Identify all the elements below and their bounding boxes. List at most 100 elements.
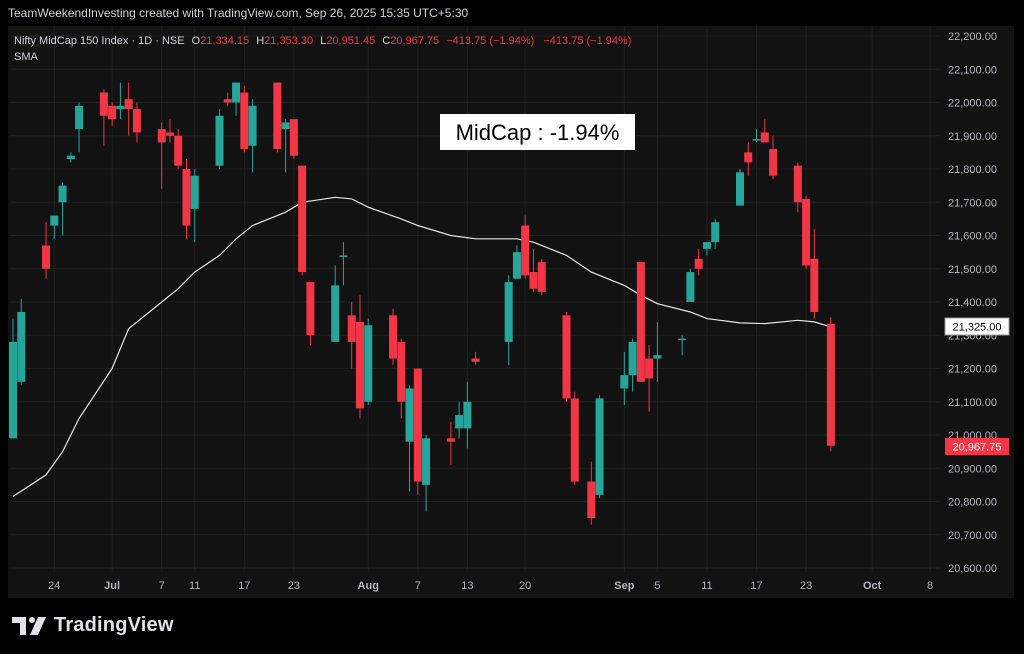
candle[interactable] — [793, 162, 802, 213]
candle[interactable] — [422, 435, 431, 512]
candle[interactable] — [306, 282, 315, 346]
candle-body — [562, 315, 571, 399]
legend: Nifty MidCap 150 Index · 1D · NSE O21,33… — [14, 35, 631, 63]
candle[interactable] — [364, 318, 373, 406]
candle[interactable] — [42, 222, 51, 279]
candle[interactable] — [66, 152, 75, 163]
candle-body — [17, 311, 26, 382]
candle[interactable] — [620, 351, 629, 406]
candle[interactable] — [711, 218, 720, 249]
candle[interactable] — [471, 351, 480, 366]
candle-body — [248, 105, 257, 146]
candle-body — [364, 325, 373, 402]
candle[interactable] — [165, 119, 174, 143]
candle[interactable] — [248, 99, 257, 173]
candle-body — [223, 99, 232, 103]
candle-body — [760, 132, 769, 143]
candle[interactable] — [810, 228, 819, 319]
candle-body — [702, 242, 711, 249]
candle-body — [108, 105, 117, 120]
candle-body — [298, 165, 307, 273]
candle[interactable] — [694, 248, 703, 276]
candle[interactable] — [405, 385, 414, 492]
candle[interactable] — [413, 368, 422, 495]
candle[interactable] — [240, 85, 249, 153]
candle[interactable] — [686, 268, 695, 302]
candle[interactable] — [397, 338, 406, 419]
candle[interactable] — [504, 275, 513, 366]
candle[interactable] — [50, 215, 59, 239]
candle[interactable] — [521, 215, 530, 279]
candle[interactable] — [58, 182, 67, 236]
candle-body — [174, 135, 183, 166]
candle[interactable] — [636, 262, 645, 382]
tradingview-logo[interactable]: TradingView — [12, 614, 174, 637]
candle[interactable] — [735, 169, 744, 206]
candle[interactable] — [124, 82, 133, 136]
candle[interactable] — [182, 159, 191, 239]
candle[interactable] — [744, 142, 753, 176]
annotation-box[interactable]: MidCap : -1.94% — [440, 114, 635, 150]
candle-body — [744, 152, 753, 163]
candle[interactable] — [347, 302, 356, 369]
x-tick-label: 11 — [189, 580, 200, 592]
candle[interactable] — [570, 391, 579, 485]
candle[interactable] — [273, 82, 282, 153]
candle[interactable] — [298, 165, 307, 276]
candle[interactable] — [190, 169, 199, 243]
candle[interactable] — [99, 89, 108, 146]
y-tick-label: 22,200.00 — [948, 31, 997, 43]
chart-pane[interactable]: 22,200.00 22,100.00 22,000.00 21,900.00 21,8… — [8, 26, 1014, 598]
candle[interactable] — [75, 102, 84, 153]
candle[interactable] — [512, 245, 521, 279]
candle[interactable] — [653, 321, 662, 382]
candle[interactable] — [389, 308, 398, 366]
candle[interactable] — [562, 311, 571, 402]
candle[interactable] — [289, 119, 298, 160]
candle[interactable] — [826, 317, 835, 452]
candle[interactable] — [702, 242, 711, 256]
candle[interactable] — [9, 318, 17, 439]
candle-body — [165, 132, 174, 136]
y-tick-label: 21,700.00 — [948, 197, 997, 209]
candle-body — [686, 272, 695, 302]
x-tick-label: Aug — [358, 580, 379, 592]
candle[interactable] — [455, 401, 464, 439]
legend-symbol: Nifty MidCap 150 Index · 1D · NSE — [14, 35, 185, 47]
y-tick-label: 21,100.00 — [948, 397, 997, 409]
candle[interactable] — [802, 195, 811, 269]
candle[interactable] — [645, 345, 654, 412]
candle[interactable] — [752, 129, 761, 143]
candle[interactable] — [157, 122, 166, 189]
candle[interactable] — [355, 295, 364, 419]
price-chart[interactable]: 22,200.00 22,100.00 22,000.00 21,900.00 21,8… — [8, 26, 1014, 598]
candle[interactable] — [628, 338, 637, 392]
candle[interactable] — [17, 298, 26, 386]
candle[interactable] — [281, 119, 290, 173]
candle[interactable] — [116, 82, 125, 120]
candle[interactable] — [446, 421, 455, 465]
candle[interactable] — [529, 248, 538, 293]
candle[interactable] — [678, 335, 687, 356]
candle-body — [124, 99, 133, 110]
candle[interactable] — [108, 102, 117, 126]
candle[interactable] — [769, 135, 778, 179]
candle[interactable] — [174, 129, 183, 169]
candle[interactable] — [587, 461, 596, 525]
candle[interactable] — [215, 109, 224, 169]
candle-body — [273, 82, 282, 150]
legend-close-value: 20,967.75 — [390, 35, 439, 47]
candle[interactable] — [132, 102, 141, 143]
candle[interactable] — [760, 119, 769, 143]
x-tick-label: 24 — [48, 580, 60, 592]
candle-body — [289, 119, 298, 156]
candle[interactable] — [223, 92, 232, 106]
candle[interactable] — [537, 258, 546, 296]
candle[interactable] — [232, 82, 241, 116]
candle-body — [455, 415, 464, 429]
candle[interactable] — [339, 242, 348, 286]
legend-open-value: 21,334.15 — [200, 35, 249, 47]
candle[interactable] — [331, 265, 340, 342]
candle[interactable] — [463, 381, 472, 449]
candle[interactable] — [595, 395, 604, 499]
